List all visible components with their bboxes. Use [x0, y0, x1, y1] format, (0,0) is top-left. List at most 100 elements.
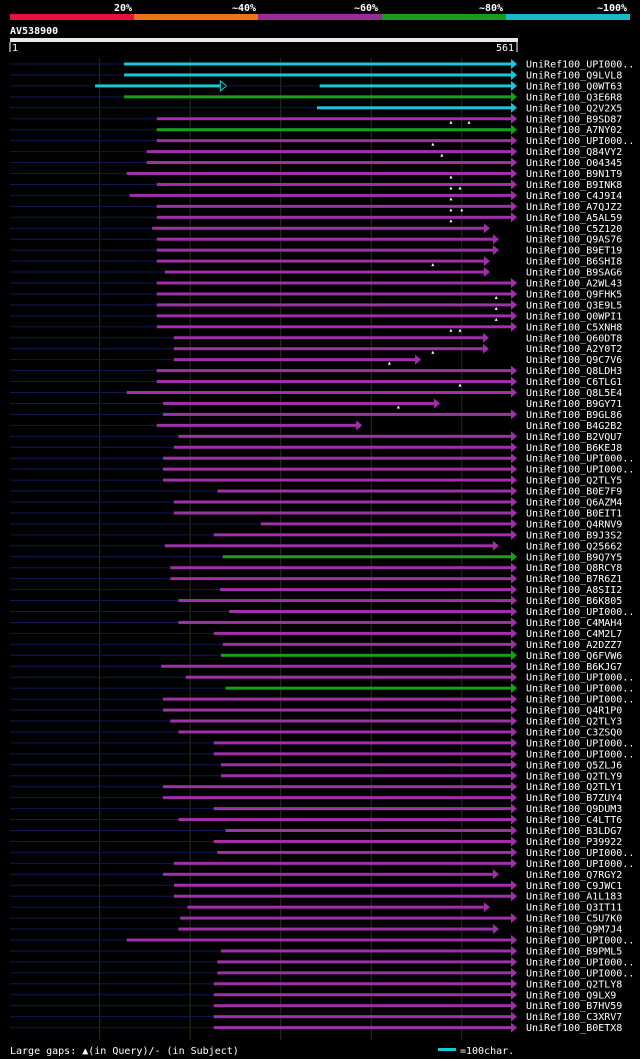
- hit-row[interactable]: UniRef100_C3ZSQ0: [10, 726, 622, 739]
- hit-label[interactable]: UniRef100_Q2V2X5: [526, 103, 622, 114]
- hit-row[interactable]: UniRef100_B7ZUY4: [10, 792, 622, 805]
- hit-label[interactable]: UniRef100_Q2TLY1: [526, 782, 622, 793]
- hit-label[interactable]: UniRef100_A7QJZ2: [526, 202, 622, 213]
- hit-row[interactable]: UniRef100_Q9M7J4: [10, 924, 622, 936]
- hit-row[interactable]: UniRef100_Q8LDH3: [10, 365, 622, 378]
- hit-row[interactable]: UniRef100_B4G2B2: [10, 420, 622, 432]
- hit-label[interactable]: UniRef100_UPI000..: [526, 957, 634, 968]
- hit-row[interactable]: UniRef100_Q25662: [10, 540, 622, 553]
- hit-label[interactable]: UniRef100_O04345: [526, 158, 622, 169]
- hit-row[interactable]: UniRef100_Q6AZM4: [10, 497, 622, 509]
- hit-label[interactable]: UniRef100_A7NY02: [526, 125, 622, 136]
- hit-row[interactable]: UniRef100_UPI000..: [10, 683, 634, 695]
- hit-row[interactable]: UniRef100_Q2V2X5: [10, 102, 622, 115]
- hit-row[interactable]: UniRef100_UPI000..: [10, 847, 634, 859]
- hit-label[interactable]: UniRef100_B9PML5: [526, 946, 622, 957]
- hit-label[interactable]: UniRef100_B9Q7Y5: [526, 552, 622, 563]
- hit-label[interactable]: UniRef100_Q3IT11: [526, 903, 622, 914]
- hit-row[interactable]: UniRef100_A7NY02: [10, 124, 622, 137]
- hit-row[interactable]: UniRef100_A2DZZ7: [10, 639, 622, 651]
- hit-row[interactable]: UniRef100_Q2TLY8: [10, 978, 622, 991]
- hit-label[interactable]: UniRef100_Q8L5E4: [526, 388, 622, 399]
- hit-label[interactable]: UniRef100_B9ET19: [526, 246, 622, 257]
- hit-row[interactable]: UniRef100_Q5ZLJ6: [10, 759, 622, 772]
- hit-label[interactable]: UniRef100_Q25662: [526, 541, 622, 552]
- hit-label[interactable]: UniRef100_C5U7K0: [526, 914, 622, 925]
- hit-row[interactable]: UniRef100_C4LTT6: [10, 814, 622, 827]
- hit-label[interactable]: UniRef100_Q84VY2: [526, 147, 622, 158]
- hit-row[interactable]: UniRef100_C5Z120: [10, 223, 622, 235]
- hit-row[interactable]: UniRef100_B6SHI8: [10, 256, 622, 268]
- hit-row[interactable]: UniRef100_Q6FVW6: [10, 650, 622, 662]
- hit-label[interactable]: UniRef100_B9J3S2: [526, 530, 622, 541]
- hit-row[interactable]: UniRef100_Q3E9L5: [10, 299, 622, 312]
- hit-label[interactable]: UniRef100_B0ETX8: [526, 1023, 622, 1034]
- hit-label[interactable]: UniRef100_UPI000..: [526, 673, 634, 684]
- hit-row[interactable]: UniRef100_A7QJZ2: [10, 201, 622, 213]
- hit-row[interactable]: UniRef100_C4J9I4: [10, 190, 622, 202]
- hit-label[interactable]: UniRef100_C9JWC1: [526, 881, 622, 892]
- hit-label[interactable]: UniRef100_UPI000..: [526, 60, 634, 71]
- hit-label[interactable]: UniRef100_C5XNH8: [526, 322, 622, 333]
- hit-row[interactable]: UniRef100_Q4R1P0: [10, 705, 622, 717]
- hit-label[interactable]: UniRef100_Q7RGY2: [526, 870, 622, 881]
- hit-row[interactable]: UniRef100_A1L183: [10, 891, 622, 903]
- hit-row[interactable]: UniRef100_B9GY71: [10, 398, 622, 410]
- hit-row[interactable]: UniRef100_B9SAG6: [10, 267, 622, 279]
- hit-label[interactable]: UniRef100_Q9AS76: [526, 235, 622, 246]
- hit-row[interactable]: UniRef100_A2WL43: [10, 278, 622, 290]
- hit-label[interactable]: UniRef100_A1L183: [526, 892, 622, 903]
- hit-row[interactable]: UniRef100_C5XNH8: [10, 321, 622, 334]
- hit-label[interactable]: UniRef100_A5AL59: [526, 213, 622, 224]
- hit-row[interactable]: UniRef100_O04345: [10, 157, 622, 170]
- hit-label[interactable]: UniRef100_Q2TLY5: [526, 476, 622, 487]
- hit-row[interactable]: UniRef100_UPI000..: [10, 858, 634, 870]
- hit-label[interactable]: UniRef100_P39922: [526, 837, 622, 848]
- hit-row[interactable]: UniRef100_UPI000..: [10, 672, 634, 684]
- hit-row[interactable]: UniRef100_B9N1T9: [10, 168, 622, 181]
- hit-label[interactable]: UniRef100_UPI000..: [526, 936, 634, 947]
- hit-row[interactable]: UniRef100_B9ET19: [10, 245, 622, 257]
- hit-row[interactable]: UniRef100_Q9C7V6: [10, 354, 622, 367]
- hit-label[interactable]: UniRef100_B9GL86: [526, 410, 622, 421]
- hit-row[interactable]: UniRef100_Q84VY2: [10, 146, 622, 159]
- hit-row[interactable]: UniRef100_C3XRV7: [10, 1011, 622, 1024]
- hit-row[interactable]: UniRef100_B9GL86: [10, 409, 622, 421]
- hit-label[interactable]: UniRef100_B9N1T9: [526, 169, 622, 180]
- hit-label[interactable]: UniRef100_Q6AZM4: [526, 498, 622, 509]
- hit-row[interactable]: UniRef100_P39922: [10, 836, 622, 848]
- hit-row[interactable]: UniRef100_Q60DT8: [10, 332, 622, 345]
- hit-label[interactable]: UniRef100_Q2TLY8: [526, 979, 622, 990]
- hit-row[interactable]: UniRef100_UPI000..: [10, 935, 634, 947]
- hit-label[interactable]: UniRef100_B7ZUY4: [526, 793, 622, 804]
- hit-label[interactable]: UniRef100_B0E7F9: [526, 487, 622, 498]
- hit-label[interactable]: UniRef100_Q2TLY9: [526, 771, 622, 782]
- hit-row[interactable]: UniRef100_B0EIT1: [10, 507, 622, 520]
- hit-label[interactable]: UniRef100_Q9LX9: [526, 990, 616, 1001]
- hit-label[interactable]: UniRef100_UPI000..: [526, 136, 634, 147]
- hit-label[interactable]: UniRef100_B2VQU7: [526, 432, 622, 443]
- hit-row[interactable]: UniRef100_UPI000..: [10, 737, 634, 750]
- hit-label[interactable]: UniRef100_B6SHI8: [526, 257, 622, 268]
- hit-label[interactable]: UniRef100_Q2TLY3: [526, 717, 622, 728]
- hit-label[interactable]: UniRef100_B7HV59: [526, 1001, 622, 1012]
- hit-row[interactable]: UniRef100_B2VQU7: [10, 431, 622, 443]
- hit-label[interactable]: UniRef100_C3ZSQ0: [526, 727, 622, 738]
- hit-row[interactable]: UniRef100_B9INK8: [10, 179, 622, 191]
- hit-row[interactable]: UniRef100_UPI000..: [10, 59, 634, 71]
- hit-label[interactable]: UniRef100_Q9M7J4: [526, 925, 622, 936]
- hit-label[interactable]: UniRef100_Q9DUM3: [526, 804, 622, 815]
- hit-row[interactable]: UniRef100_C4M2L7: [10, 628, 622, 640]
- hit-label[interactable]: UniRef100_B6K805: [526, 596, 622, 607]
- hit-row[interactable]: UniRef100_UPI000..: [10, 956, 634, 969]
- hit-label[interactable]: UniRef100_B6KEJ8: [526, 443, 622, 454]
- hit-label[interactable]: UniRef100_Q6FVW6: [526, 651, 622, 662]
- hit-label[interactable]: UniRef100_B6KJG7: [526, 662, 622, 673]
- hit-label[interactable]: UniRef100_UPI000..: [526, 859, 634, 870]
- hit-label[interactable]: UniRef100_Q0WT63: [526, 81, 622, 92]
- hit-label[interactable]: UniRef100_B9GY71: [526, 399, 622, 410]
- hit-row[interactable]: UniRef100_Q2TLY5: [10, 475, 622, 487]
- hit-row[interactable]: UniRef100_Q9FHK5: [10, 288, 622, 301]
- hit-label[interactable]: UniRef100_Q3E6R8: [526, 92, 622, 103]
- hit-label[interactable]: UniRef100_UPI000..: [526, 695, 634, 706]
